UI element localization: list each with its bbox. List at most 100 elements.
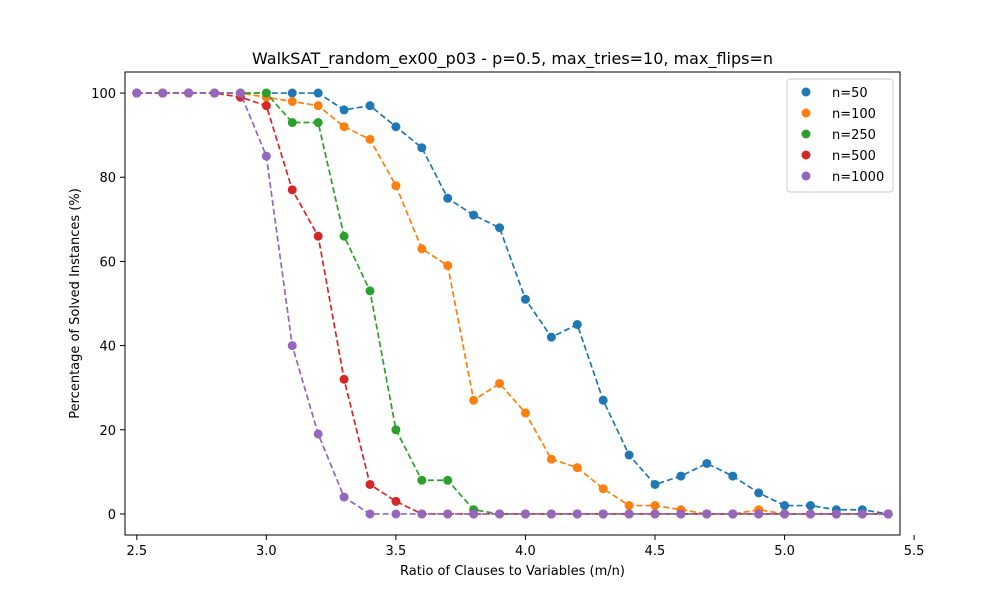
data-point xyxy=(339,492,349,502)
legend: n=50 n=100 n=250 n=500 n=1000 xyxy=(786,78,894,193)
y-tick-label: 60 xyxy=(99,255,116,270)
data-point xyxy=(443,509,453,519)
data-point xyxy=(365,134,375,144)
x-tick-label: 2.5 xyxy=(126,544,147,559)
data-point xyxy=(365,509,375,519)
data-point xyxy=(728,509,738,519)
series-layer xyxy=(132,88,893,519)
data-point xyxy=(443,475,453,485)
data-point xyxy=(676,471,686,481)
data-point xyxy=(650,509,660,519)
chart-title: WalkSAT_random_ex00_p03 - p=0.5, max_tri… xyxy=(252,49,773,69)
data-point xyxy=(598,395,608,405)
data-point xyxy=(754,509,764,519)
series-line xyxy=(136,92,889,515)
legend-label: n=50 xyxy=(832,86,868,101)
data-point xyxy=(365,286,375,296)
legend-label: n=250 xyxy=(832,128,876,143)
y-axis-label: Percentage of Solved Instances (%) xyxy=(68,188,83,419)
data-point xyxy=(546,509,556,519)
y-tick-label: 40 xyxy=(99,340,116,355)
x-tick-label: 5.0 xyxy=(774,544,795,559)
legend-box xyxy=(786,78,894,193)
data-point xyxy=(261,88,271,98)
legend-marker xyxy=(801,150,811,160)
data-point xyxy=(132,88,142,98)
x-tick-label: 3.0 xyxy=(256,544,277,559)
legend-marker xyxy=(801,87,811,97)
legend-label: n=100 xyxy=(832,107,876,122)
data-point xyxy=(831,509,841,519)
data-point xyxy=(572,320,582,330)
data-point xyxy=(572,463,582,473)
data-point xyxy=(676,509,686,519)
data-point xyxy=(391,509,401,519)
data-point xyxy=(417,244,427,254)
data-point xyxy=(520,509,530,519)
legend-marker xyxy=(801,108,811,118)
data-point xyxy=(520,294,530,304)
data-point xyxy=(495,509,505,519)
series-n-1000 xyxy=(132,88,893,519)
y-tick-label: 100 xyxy=(91,87,116,102)
x-axis-label: Ratio of Clauses to Variables (m/n) xyxy=(400,564,625,579)
legend-marker xyxy=(801,171,811,181)
data-point xyxy=(469,210,479,220)
data-point xyxy=(261,151,271,161)
data-point xyxy=(339,231,349,241)
data-point xyxy=(495,223,505,233)
data-point xyxy=(391,496,401,506)
legend-label: n=1000 xyxy=(832,170,884,185)
plot-frame xyxy=(124,71,901,536)
data-point xyxy=(805,509,815,519)
data-point xyxy=(469,509,479,519)
data-point xyxy=(754,488,764,498)
data-point xyxy=(391,122,401,132)
data-point xyxy=(520,408,530,418)
x-tick-label: 5.5 xyxy=(904,544,925,559)
data-point xyxy=(598,484,608,494)
data-point xyxy=(261,101,271,111)
data-point xyxy=(728,471,738,481)
data-point xyxy=(313,231,323,241)
data-point xyxy=(857,509,867,519)
data-point xyxy=(313,101,323,111)
data-point xyxy=(287,88,297,98)
data-point xyxy=(650,501,660,511)
data-point xyxy=(313,429,323,439)
data-point xyxy=(598,509,608,519)
data-point xyxy=(339,374,349,384)
data-point xyxy=(546,332,556,342)
data-point xyxy=(313,118,323,128)
data-point xyxy=(624,450,634,460)
data-point xyxy=(365,479,375,489)
data-point xyxy=(287,341,297,351)
data-point xyxy=(443,261,453,271)
data-point xyxy=(780,501,790,511)
data-point xyxy=(624,501,634,511)
data-point xyxy=(210,88,220,98)
y-tick-label: 0 xyxy=(108,508,116,523)
x-tick-label: 4.5 xyxy=(645,544,666,559)
data-point xyxy=(313,88,323,98)
data-point xyxy=(443,193,453,203)
data-point xyxy=(469,395,479,405)
data-point xyxy=(417,143,427,153)
data-point xyxy=(780,509,790,519)
y-tick-label: 20 xyxy=(99,424,116,439)
data-point xyxy=(624,509,634,519)
data-point xyxy=(495,378,505,388)
data-point xyxy=(339,122,349,132)
data-point xyxy=(702,458,712,468)
legend-label: n=500 xyxy=(832,149,876,164)
data-point xyxy=(339,105,349,115)
y-axis: 0 20 40 60 80 100 xyxy=(91,87,125,523)
data-point xyxy=(417,509,427,519)
x-axis: 2.5 3.0 3.5 4.0 4.5 5.0 5.5 xyxy=(126,535,924,559)
data-point xyxy=(287,96,297,106)
y-tick-label: 80 xyxy=(99,171,116,186)
data-point xyxy=(546,454,556,464)
data-point xyxy=(702,509,712,519)
data-point xyxy=(417,475,427,485)
data-point xyxy=(883,509,893,519)
